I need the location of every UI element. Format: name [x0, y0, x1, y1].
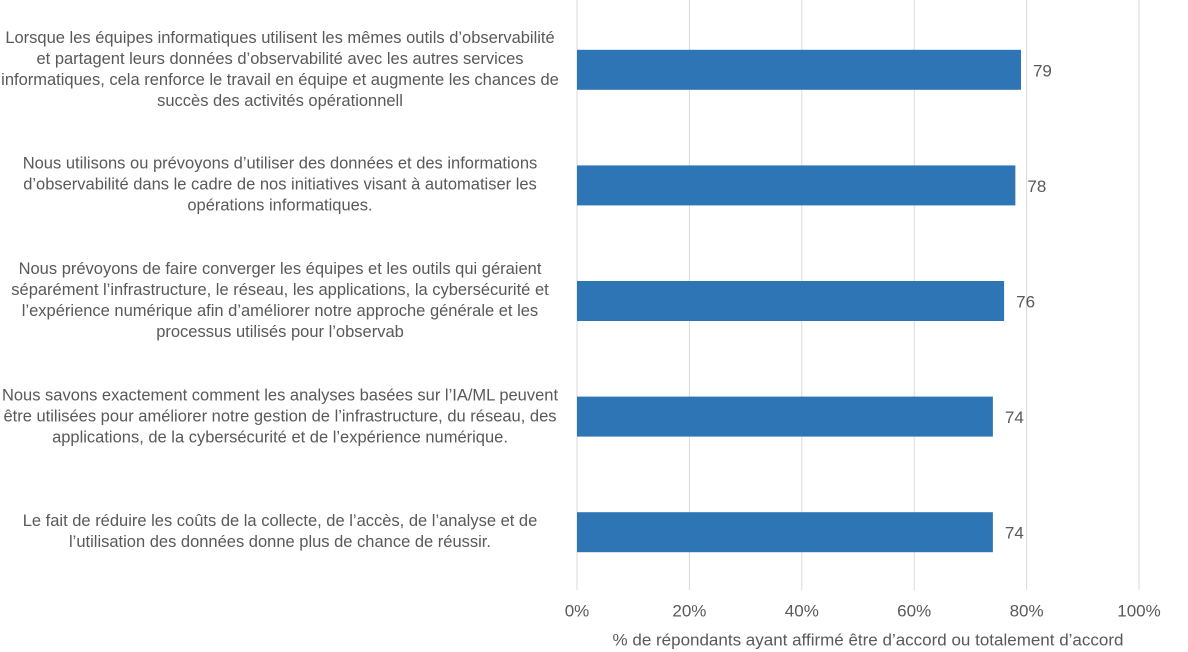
bar — [577, 49, 1021, 90]
x-tick-label: 60% — [897, 601, 931, 620]
data-label: 78 — [1027, 177, 1046, 196]
y-tick-label: Le fait de réduire les coûts de la colle… — [22, 512, 538, 552]
y-tick-label: Nous utilisons ou prévoyons d’utiliser d… — [22, 154, 538, 215]
x-tick-label: 40% — [785, 601, 819, 620]
y-tick-label: Nous prévoyons de faire converger les éq… — [11, 260, 549, 341]
y-tick-label: Lorsque les équipes informatiques utilis… — [1, 28, 559, 110]
bar — [577, 281, 1005, 321]
bar — [577, 396, 993, 437]
data-label: 79 — [1033, 61, 1052, 80]
x-tick-label: 0% — [565, 601, 590, 620]
bar — [577, 165, 1016, 206]
data-label: 74 — [1005, 408, 1024, 427]
data-label: 74 — [1005, 524, 1024, 543]
data-label: 76 — [1016, 292, 1035, 311]
bar — [577, 512, 993, 553]
x-tick-label: 80% — [1010, 601, 1044, 620]
x-tick-label: 20% — [672, 601, 706, 620]
x-axis-title: % de répondants ayant affirmé être d’acc… — [613, 630, 1124, 649]
y-tick-label: Nous savons exactement comment les analy… — [1, 386, 559, 447]
x-tick-label: 100% — [1117, 601, 1160, 620]
